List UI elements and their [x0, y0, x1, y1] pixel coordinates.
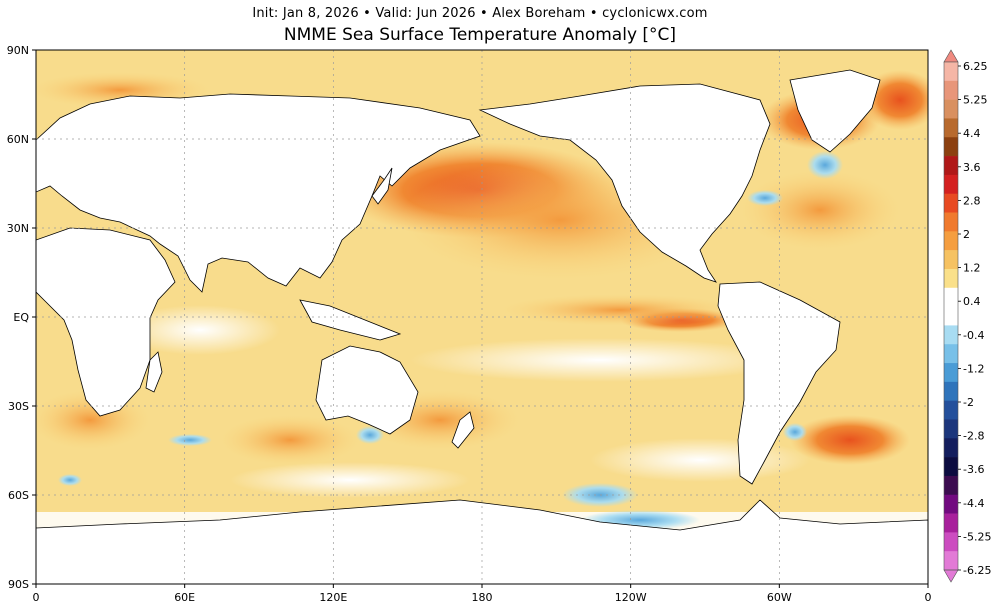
- colorbar-segment-20: [944, 438, 958, 458]
- lon-tick-label-6: 0: [925, 591, 932, 604]
- colorbar-label-2: 4.4: [963, 127, 981, 140]
- colorbar-label-4: 2.8: [963, 194, 981, 207]
- colorbar-label-10: -2: [963, 396, 974, 409]
- lat-tick-label-5: 60S: [8, 489, 29, 502]
- colorbar-segment-2: [944, 99, 958, 119]
- madagascar-land: [145, 351, 163, 393]
- colorbar-segment-8: [944, 212, 958, 232]
- longitude-ticks: 0 60E 120E 180 120W 60W 0: [33, 584, 932, 604]
- map-title: NMME Sea Surface Temperature Anomaly [°C…: [283, 25, 677, 45]
- gridlines: [36, 50, 928, 584]
- colorbar-frame: [943, 61, 959, 571]
- lon-tick-label-1: 60E: [174, 591, 195, 604]
- lat-tick-label-4: 30S: [8, 400, 29, 413]
- colorbar-segment-6: [944, 174, 958, 195]
- colorbar-segment-3: [944, 118, 958, 138]
- colorbar-segment-24: [944, 513, 958, 533]
- colorbar-segment-1: [944, 80, 958, 100]
- lon-tick-label-2: 120E: [319, 591, 347, 604]
- colorbar-label-13: -4.4: [963, 497, 984, 510]
- lat-tick-label-0: 90N: [7, 44, 29, 57]
- africa-land: [36, 227, 176, 417]
- info-line: Init: Jan 8, 2026 • Valid: Jun 2026 • Al…: [252, 6, 708, 21]
- colorbar-segment-12: [944, 287, 958, 307]
- colorbar-segment-0: [944, 62, 958, 82]
- lon-tick-label-4: 120W: [615, 591, 647, 604]
- colorbar-segment-11: [944, 268, 958, 289]
- colorbar-segment-10: [944, 250, 958, 270]
- lon-tick-label-0: 0: [33, 591, 40, 604]
- colorbar-segment-17: [944, 381, 958, 401]
- colorbar-extend-bottom: [943, 569, 959, 583]
- colorbar-segment-16: [944, 363, 958, 383]
- indonesia-land: [299, 299, 402, 341]
- japan-land: [371, 167, 393, 205]
- colorbar-segment-23: [944, 494, 958, 514]
- colorbar-label-0: 6.25: [963, 60, 988, 73]
- colorbar-label-1: 5.25: [963, 94, 988, 107]
- greenland-land: [789, 69, 881, 153]
- colorbar-segment-19: [944, 419, 958, 439]
- lat-tick-label-3: EQ: [13, 311, 29, 324]
- latitude-ticks: 90N 60N 30N EQ 30S 60S 90S: [7, 44, 36, 591]
- lat-tick-label-2: 30N: [7, 222, 29, 235]
- colorbar-extend-top: [943, 49, 959, 63]
- lat-tick-label-6: 90S: [8, 578, 29, 591]
- colorbar-segment-22: [944, 475, 958, 496]
- colorbar: 6.25 5.25 4.4 3.6 2.8 2 1.2 0.4 -0.4 -1.2 -2 -2.8 -3…: [943, 49, 991, 583]
- north-america-land: [478, 83, 771, 283]
- colorbar-segment-14: [944, 325, 958, 345]
- colorbar-segment-13: [944, 306, 958, 326]
- new-zealand-land: [451, 411, 475, 449]
- colorbar-label-5: 2: [963, 228, 970, 241]
- colorbar-segment-25: [944, 532, 958, 552]
- colorbar-label-12: -3.6: [963, 463, 984, 476]
- colorbar-segment-15: [944, 344, 958, 364]
- lat-tick-label-1: 60N: [7, 133, 29, 146]
- colorbar-label-3: 3.6: [963, 161, 981, 174]
- colorbar-segment-5: [944, 156, 958, 176]
- colorbar-label-6: 1.2: [963, 262, 981, 275]
- colorbar-segment-21: [944, 457, 958, 477]
- eurasia-land: [36, 93, 481, 293]
- colorbar-segment-9: [944, 231, 958, 251]
- colorbar-label-15: -6.25: [963, 564, 991, 577]
- australia-land: [315, 345, 419, 435]
- colorbar-segment-4: [944, 137, 958, 157]
- colorbar-label-7: 0.4: [963, 295, 981, 308]
- lon-tick-label-3: 180: [472, 591, 493, 604]
- colorbar-label-14: -5.25: [963, 530, 991, 543]
- colorbar-segment-26: [944, 551, 958, 571]
- colorbar-segment-18: [944, 400, 958, 420]
- colorbar-label-11: -2.8: [963, 430, 984, 443]
- lon-tick-label-5: 60W: [767, 591, 792, 604]
- colorbar-segment-7: [944, 193, 958, 213]
- colorbar-label-8: -0.4: [963, 329, 984, 342]
- colorbar-label-9: -1.2: [963, 362, 984, 375]
- south-america-land: [717, 281, 841, 485]
